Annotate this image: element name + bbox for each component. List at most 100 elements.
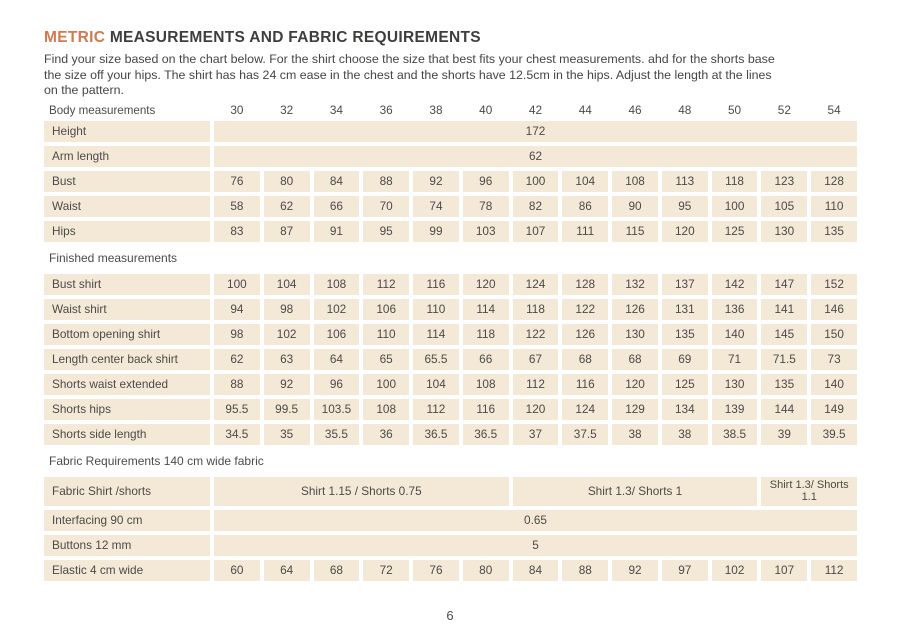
value-cell: 74 [413,195,459,217]
value-cell: 66 [462,348,509,370]
table-row: Length center back shirt 62 63 64 65 65.5 66 67… [44,348,857,370]
value-cell: 68 [313,559,360,581]
size-column-header: 44 [578,103,592,118]
value-cell: 58 [214,195,260,217]
value-cell: 34.5 [214,423,260,445]
value-cell: 140 [811,373,857,395]
value-cell: 124 [562,398,609,420]
value-cell: 108 [462,373,509,395]
value-cell: 128 [562,273,609,295]
value-cell: 146 [811,298,857,320]
merged-value-cell: 5 [214,534,857,556]
value-cell: 96 [313,373,360,395]
value-cell: 128 [811,170,857,192]
value-cell: 100 [363,373,410,395]
table-row: Bust shirt 100 104 108 112 116 120 124 128 132 137… [44,273,857,295]
value-cell: 80 [263,170,310,192]
value-cell: 92 [413,170,459,192]
value-cell: 76 [413,559,459,581]
span-value-cell: Shirt 1.3/ Shorts 1.1 [761,476,857,506]
value-cell: 102 [263,323,310,345]
value-cell: 80 [462,559,509,581]
value-cell: 97 [661,559,708,581]
row-label: Waist [44,195,210,217]
value-cell: 125 [711,220,758,242]
table-row: Bottom opening shirt 98 102 106 110 114 118 122… [44,323,857,345]
value-cell: 120 [512,398,559,420]
size-column-header: 40 [479,103,493,118]
value-cell: 36.5 [413,423,459,445]
row-label: Fabric Shirt /shorts [44,476,210,506]
table-row: Body measurements 30 32 34 36 38 40 42 44 46 48 50 5… [44,102,857,119]
value-cell: 118 [512,298,559,320]
value-cell: 118 [711,170,758,192]
value-cell: 123 [761,170,808,192]
value-cell: 139 [711,398,758,420]
value-cell: 95 [363,220,410,242]
section-title: Fabric Requirements 140 cm wide fabric [49,453,264,468]
merged-value-cell: 62 [214,145,857,167]
value-cell: 141 [761,298,808,320]
merged-value-cell: 0.65 [214,509,857,531]
size-column-header: 34 [329,103,343,118]
value-cell: 102 [711,559,758,581]
size-column-header: 38 [429,103,443,118]
page-title: METRIC MEASUREMENTS AND FABRIC REQUIREME… [44,29,857,47]
value-cell: 88 [562,559,609,581]
value-cell: 129 [612,398,658,420]
measurements-table: Body measurements 30 32 34 36 38 40 42 44 46 48 50 5… [44,102,857,581]
value-cell: 37 [512,423,559,445]
value-cell: 126 [612,298,658,320]
value-cell: 149 [811,398,857,420]
span-value-cell: Shirt 1.3/ Shorts 1 [512,476,758,506]
value-cell: 96 [462,170,509,192]
value-cell: 60 [214,559,260,581]
value-cell: 95 [661,195,708,217]
value-cell: 135 [661,323,708,345]
table-row: Arm length 62 [44,145,857,167]
value-cell: 104 [263,273,310,295]
value-cell: 71 [711,348,758,370]
value-cell: 130 [761,220,808,242]
table-row: Shorts hips 95.5 99.5 103.5 108 112 116 120 124 1… [44,398,857,420]
value-cell: 84 [512,559,559,581]
value-cell: 116 [462,398,509,420]
value-cell: 103 [462,220,509,242]
value-cell: 140 [711,323,758,345]
value-cell: 110 [413,298,459,320]
span-value-cell: Shirt 1.15 / Shorts 0.75 [214,476,509,506]
value-cell: 135 [811,220,857,242]
value-cell: 108 [363,398,410,420]
value-cell: 78 [462,195,509,217]
value-cell: 72 [363,559,410,581]
value-cell: 114 [413,323,459,345]
value-cell: 116 [413,273,459,295]
value-cell: 92 [263,373,310,395]
size-column-header: 48 [678,103,692,118]
value-cell: 37.5 [562,423,609,445]
value-cell: 110 [811,195,857,217]
value-cell: 104 [562,170,609,192]
value-cell: 120 [612,373,658,395]
value-cell: 90 [612,195,658,217]
value-cell: 107 [512,220,559,242]
value-cell: 147 [761,273,808,295]
merged-value-cell: 172 [214,120,857,142]
value-cell: 64 [263,559,310,581]
value-cell: 112 [811,559,857,581]
value-cell: 118 [462,323,509,345]
value-cell: 91 [313,220,360,242]
value-cell: 68 [612,348,658,370]
value-cell: 150 [811,323,857,345]
value-cell: 95.5 [214,398,260,420]
row-label: Bust shirt [44,273,210,295]
table-row: Interfacing 90 cm 0.65 [44,509,857,531]
value-cell: 39 [761,423,808,445]
value-cell: 112 [413,398,459,420]
value-cell: 112 [512,373,559,395]
row-label: Bust [44,170,210,192]
intro-line: Find your size based on the chart below.… [44,52,775,66]
value-cell: 111 [562,220,609,242]
value-cell: 120 [462,273,509,295]
